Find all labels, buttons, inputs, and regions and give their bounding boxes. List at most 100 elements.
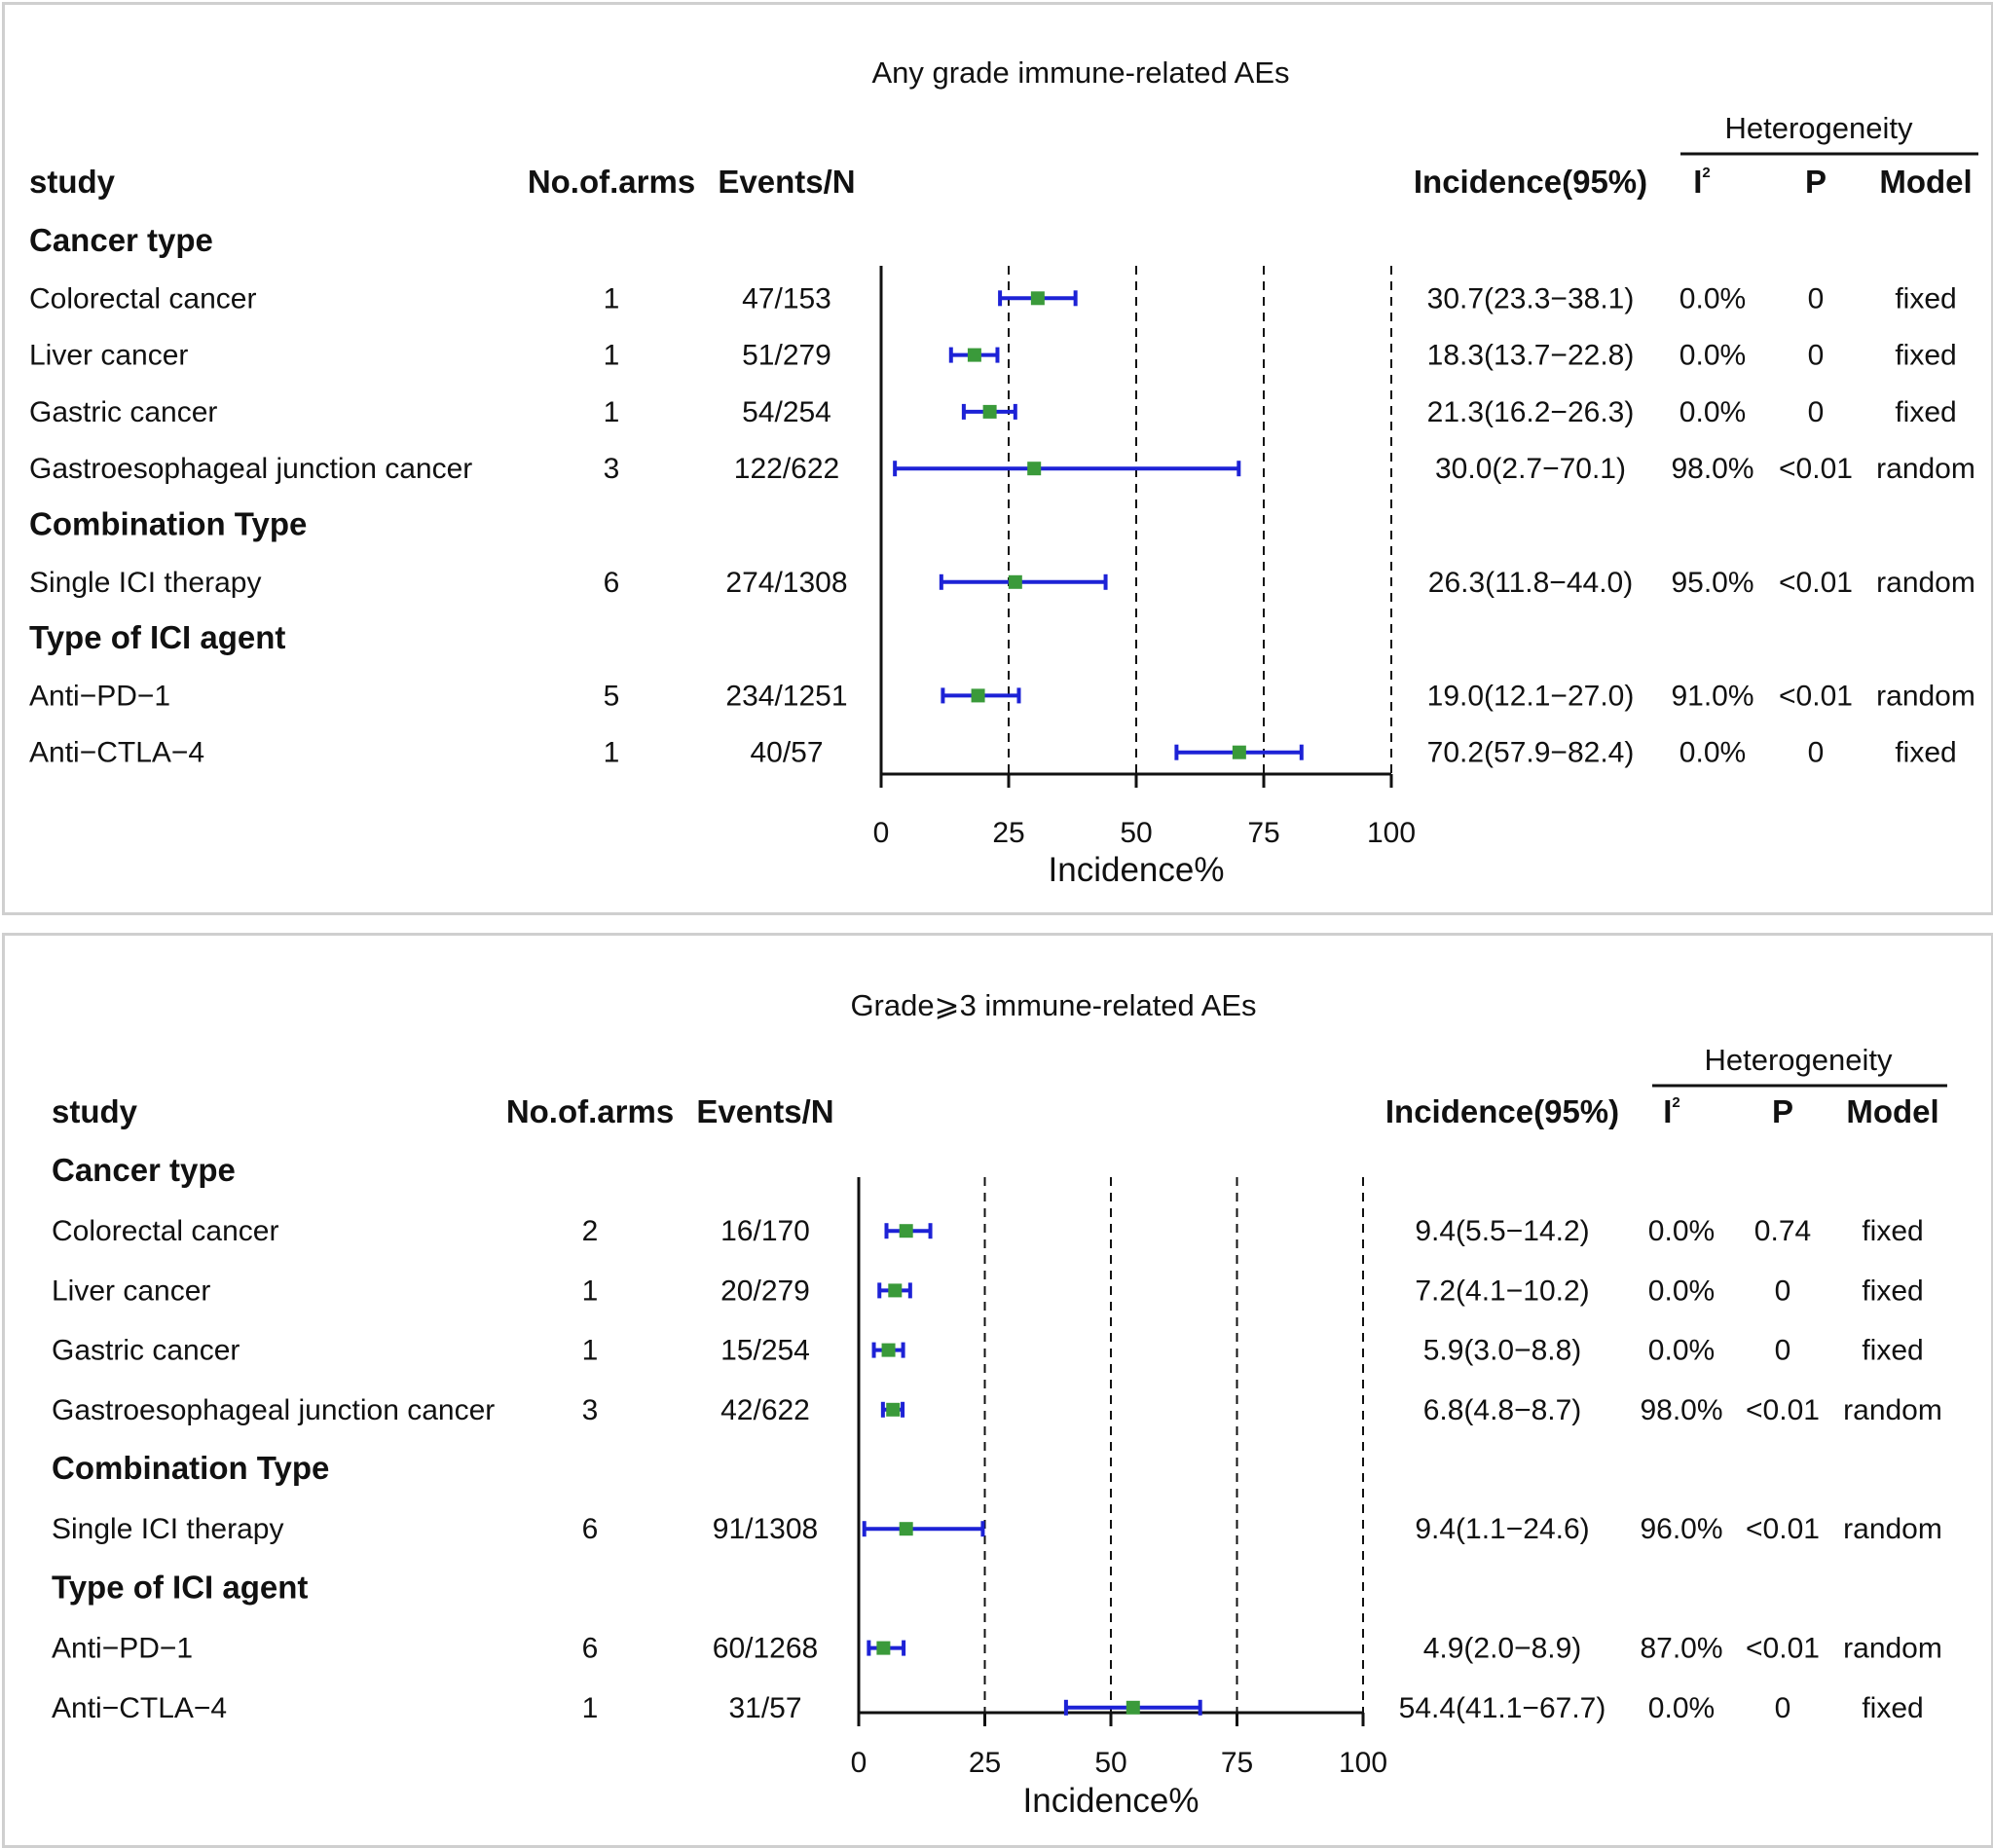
events-value: 60/1268 [713, 1633, 818, 1665]
point-estimate [881, 1343, 896, 1357]
study-label: Liver cancer [29, 340, 188, 372]
model-value: random [1876, 567, 1975, 599]
events-value: 15/254 [720, 1335, 810, 1367]
i2-value: 98.0% [1640, 1394, 1722, 1426]
i2-value: 96.0% [1640, 1513, 1722, 1545]
arms-value: 6 [604, 567, 620, 599]
model-value: fixed [1895, 737, 1956, 769]
forest-plot-grade3-svg: Grade⩾3 immune-related AEs Heterogeneity s… [52, 988, 1947, 1820]
chart-title: Grade⩾3 immune-related AEs [850, 988, 1256, 1022]
model-value: fixed [1862, 1215, 1923, 1247]
study-label: Gastric cancer [29, 396, 217, 428]
group-label: Type of ICI agent [29, 619, 285, 655]
point-estimate [876, 1641, 891, 1655]
p-value: 0 [1775, 1275, 1791, 1307]
x-axis-label: Incidence% [1023, 1782, 1199, 1820]
column-header-p: P [1805, 164, 1827, 200]
column-header-i2: I2 [1663, 1093, 1680, 1129]
p-value: 0 [1808, 396, 1825, 428]
model-value: fixed [1895, 340, 1956, 372]
events-value: 16/170 [720, 1215, 810, 1247]
incidence-ci-value: 19.0(12.1−27.0) [1427, 680, 1635, 712]
study-label: Anti−PD−1 [29, 680, 170, 712]
study-label: Colorectal cancer [29, 282, 256, 314]
p-value: <0.01 [1746, 1633, 1820, 1665]
i2-value: 0.0% [1679, 340, 1746, 372]
point-estimate [899, 1224, 913, 1238]
model-value: fixed [1862, 1692, 1923, 1724]
arms-value: 1 [604, 737, 620, 769]
i2-value: 0.0% [1648, 1215, 1715, 1247]
arms-value: 1 [604, 340, 620, 372]
x-tick-label: 25 [969, 1747, 1001, 1779]
events-value: 54/254 [742, 396, 831, 428]
incidence-ci-value: 9.4(1.1−24.6) [1415, 1513, 1589, 1545]
point-estimate [899, 1522, 913, 1536]
study-label: Colorectal cancer [52, 1215, 278, 1247]
arms-value: 1 [582, 1335, 599, 1367]
arms-value: 3 [582, 1394, 599, 1426]
events-value: 274/1308 [725, 567, 847, 599]
model-value: random [1843, 1513, 1942, 1545]
p-value: <0.01 [1779, 567, 1853, 599]
i2-value: 0.0% [1648, 1275, 1715, 1307]
study-label: Gastroesophageal junction cancer [52, 1394, 495, 1426]
model-value: fixed [1895, 282, 1956, 314]
incidence-ci-value: 9.4(5.5−14.2) [1415, 1215, 1589, 1247]
column-header-incidence: Incidence(95%) [1414, 164, 1647, 200]
column-header-arms: No.of.arms [528, 164, 695, 200]
incidence-ci-value: 21.3(16.2−26.3) [1427, 396, 1635, 428]
model-value: random [1876, 453, 1975, 485]
i2-value: 98.0% [1671, 453, 1753, 485]
arms-value: 2 [582, 1215, 599, 1247]
i2-value: 0.0% [1679, 737, 1746, 769]
incidence-ci-value: 6.8(4.8−8.7) [1423, 1394, 1582, 1426]
arms-value: 6 [582, 1513, 599, 1545]
x-tick-label: 25 [992, 817, 1024, 849]
p-value: 0 [1808, 282, 1825, 314]
study-label: Anti−CTLA−4 [29, 737, 204, 769]
i2-value: 0.0% [1679, 282, 1746, 314]
heterogeneity-label: Heterogeneity [1724, 111, 1913, 145]
point-estimate [1027, 462, 1042, 476]
column-header-model: Model [1879, 164, 1972, 200]
events-value: 42/622 [720, 1394, 810, 1426]
point-estimate [1232, 745, 1246, 759]
x-tick-label: 100 [1367, 817, 1416, 849]
arms-value: 1 [582, 1692, 599, 1724]
group-label: Cancer type [29, 222, 213, 258]
arms-value: 6 [582, 1633, 599, 1665]
column-header-model: Model [1846, 1093, 1938, 1129]
chart-title: Any grade immune-related AEs [871, 55, 1289, 90]
p-value: 0.74 [1754, 1215, 1811, 1247]
group-label: Cancer type [52, 1152, 236, 1188]
column-header-i2-superscript: 2 [1702, 165, 1710, 181]
x-tick-label: 75 [1221, 1747, 1253, 1779]
i2-value: 91.0% [1671, 680, 1753, 712]
p-value: <0.01 [1779, 453, 1853, 485]
x-tick-label: 50 [1120, 817, 1152, 849]
column-header-events: Events/N [696, 1093, 833, 1129]
forest-plot-any-grade: Any grade immune-related AEs Heterogeneit… [2, 2, 1993, 915]
study-label: Gastroesophageal junction cancer [29, 453, 472, 485]
i2-value: 0.0% [1648, 1335, 1715, 1367]
point-estimate [971, 688, 985, 703]
point-estimate [1008, 574, 1022, 589]
incidence-ci-value: 54.4(41.1−67.7) [1399, 1692, 1606, 1724]
point-estimate [982, 404, 997, 419]
incidence-ci-value: 26.3(11.8−44.0) [1428, 567, 1633, 599]
model-value: fixed [1895, 396, 1956, 428]
model-value: random [1843, 1633, 1942, 1665]
point-estimate [1030, 291, 1045, 306]
incidence-ci-value: 18.3(13.7−22.8) [1427, 340, 1635, 372]
incidence-ci-value: 30.0(2.7−70.1) [1435, 453, 1626, 485]
p-value: 0 [1808, 737, 1825, 769]
p-value: <0.01 [1779, 680, 1853, 712]
i2-value: 0.0% [1648, 1692, 1715, 1724]
model-value: fixed [1862, 1275, 1923, 1307]
heterogeneity-label: Heterogeneity [1704, 1043, 1893, 1077]
forest-plot-grade3: Grade⩾3 immune-related AEs Heterogeneity s… [2, 933, 1993, 1848]
x-tick-label: 0 [851, 1747, 867, 1779]
arms-value: 3 [604, 453, 620, 485]
column-header-i2-superscript: 2 [1672, 1094, 1679, 1111]
